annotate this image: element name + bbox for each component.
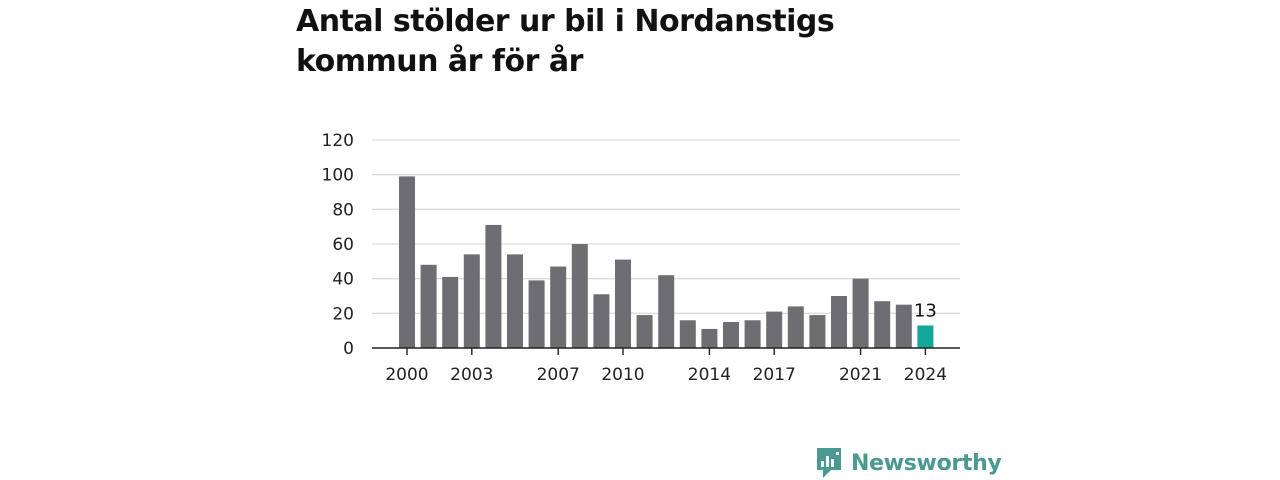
bar-2015 — [723, 322, 739, 348]
y-tick-label: 20 — [332, 304, 354, 324]
bar-2014 — [701, 328, 718, 348]
bar-2021 — [852, 278, 869, 348]
y-tick-label: 100 — [322, 166, 354, 186]
bar-2010 — [615, 259, 631, 348]
brand-logo: Newsworthy — [815, 446, 1002, 480]
bar-2020 — [831, 296, 847, 348]
x-axis-ticks: 2000 2003 2007 2010 2014 2017 2021 2024 — [385, 348, 947, 385]
bar-2012 — [658, 275, 675, 348]
bar-2022 — [874, 301, 891, 348]
y-tick-label: 40 — [332, 270, 354, 290]
x-tick-label: 2014 — [688, 365, 731, 385]
bar-2000 — [399, 176, 415, 348]
bar-2009 — [593, 294, 610, 348]
y-tick-label: 0 — [343, 339, 354, 359]
bar-2006 — [528, 280, 545, 348]
data-labels: 13 — [914, 300, 937, 321]
x-tick-label: 2007 — [537, 365, 580, 385]
bar-2011 — [636, 315, 653, 348]
bar-2018 — [787, 306, 804, 348]
bar-2017 — [766, 311, 783, 348]
bar-2003 — [463, 254, 480, 348]
bar-2007 — [550, 266, 567, 348]
bar-2023 — [895, 304, 912, 348]
chart-title: Antal stölder ur bil i Nordanstigs kommu… — [296, 4, 835, 79]
bar-2024 — [917, 325, 934, 348]
y-tick-label: 60 — [332, 235, 354, 255]
x-tick-label: 2003 — [450, 365, 493, 385]
y-tick-label: 80 — [332, 200, 354, 220]
bar-2001 — [420, 264, 437, 348]
bar-2016 — [744, 320, 761, 348]
x-tick-label: 2021 — [839, 365, 882, 385]
bar-2013 — [679, 320, 696, 348]
x-tick-label: 2010 — [601, 365, 644, 385]
newsworthy-chart-icon — [817, 448, 841, 478]
bar-2002 — [442, 276, 459, 348]
bar-2019 — [809, 315, 826, 348]
y-axis-ticks: 0 20 40 60 80 100 120 — [322, 131, 354, 359]
bar-2004 — [485, 224, 502, 348]
highlight-value-label: 13 — [914, 300, 937, 321]
bar-2008 — [571, 244, 588, 348]
y-tick-label: 120 — [322, 131, 354, 151]
brand-name: Newsworthy — [851, 450, 1002, 476]
x-tick-label: 2000 — [385, 365, 428, 385]
x-tick-label: 2017 — [753, 365, 796, 385]
bar-2005 — [507, 254, 523, 348]
x-tick-label: 2024 — [904, 365, 947, 385]
bars — [399, 176, 934, 348]
